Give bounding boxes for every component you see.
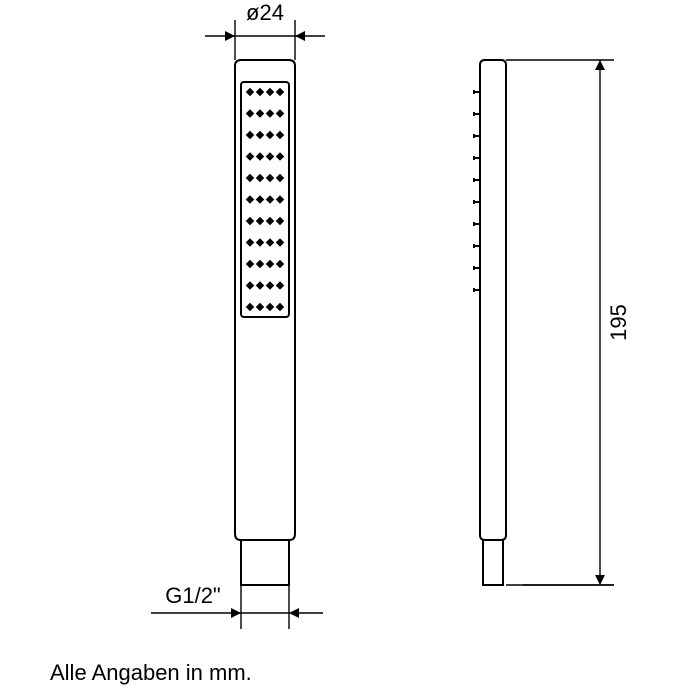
nozzle xyxy=(256,174,264,182)
nozzle xyxy=(276,174,284,182)
nozzle xyxy=(276,131,284,139)
nozzle xyxy=(276,238,284,246)
nozzle xyxy=(266,303,274,311)
nozzle xyxy=(276,303,284,311)
nozzle xyxy=(256,303,264,311)
nozzle xyxy=(276,152,284,160)
nozzle xyxy=(246,281,254,289)
nozzle xyxy=(276,281,284,289)
nozzle xyxy=(246,217,254,225)
nozzle xyxy=(256,238,264,246)
nozzle xyxy=(266,195,274,203)
side-body xyxy=(480,60,506,540)
nozzle xyxy=(266,260,274,268)
nozzle xyxy=(256,260,264,268)
nozzle xyxy=(246,152,254,160)
nozzle xyxy=(246,109,254,117)
units-footer: Alle Angaben in mm. xyxy=(50,660,252,686)
nozzle xyxy=(266,131,274,139)
nozzle xyxy=(266,109,274,117)
nozzle xyxy=(266,88,274,96)
nozzle xyxy=(246,174,254,182)
front-body xyxy=(235,60,295,540)
nozzle xyxy=(246,131,254,139)
nozzle xyxy=(256,195,264,203)
nozzle xyxy=(266,174,274,182)
nozzle xyxy=(246,260,254,268)
nozzle xyxy=(276,195,284,203)
nozzle xyxy=(266,281,274,289)
nozzle xyxy=(256,152,264,160)
nozzle xyxy=(246,195,254,203)
nozzle xyxy=(266,238,274,246)
nozzle xyxy=(276,217,284,225)
drawing-canvas: ø24 G1/2" 195 Alle Angaben in mm. xyxy=(0,0,700,700)
nozzle xyxy=(276,109,284,117)
nozzle xyxy=(246,303,254,311)
nozzle xyxy=(276,88,284,96)
nozzle xyxy=(266,152,274,160)
front-connector xyxy=(241,540,289,585)
technical-drawing-svg: ø24 G1/2" 195 xyxy=(0,0,700,700)
nozzle xyxy=(266,217,274,225)
side-connector xyxy=(483,540,503,585)
nozzle xyxy=(256,109,264,117)
nozzle xyxy=(256,131,264,139)
nozzle xyxy=(246,238,254,246)
dim-thread-label: G1/2" xyxy=(165,583,221,608)
dim-diameter-label: ø24 xyxy=(246,0,284,25)
nozzle xyxy=(256,88,264,96)
nozzle xyxy=(276,260,284,268)
nozzle xyxy=(256,217,264,225)
nozzle xyxy=(246,88,254,96)
nozzle xyxy=(256,281,264,289)
dim-height-label: 195 xyxy=(606,304,631,341)
